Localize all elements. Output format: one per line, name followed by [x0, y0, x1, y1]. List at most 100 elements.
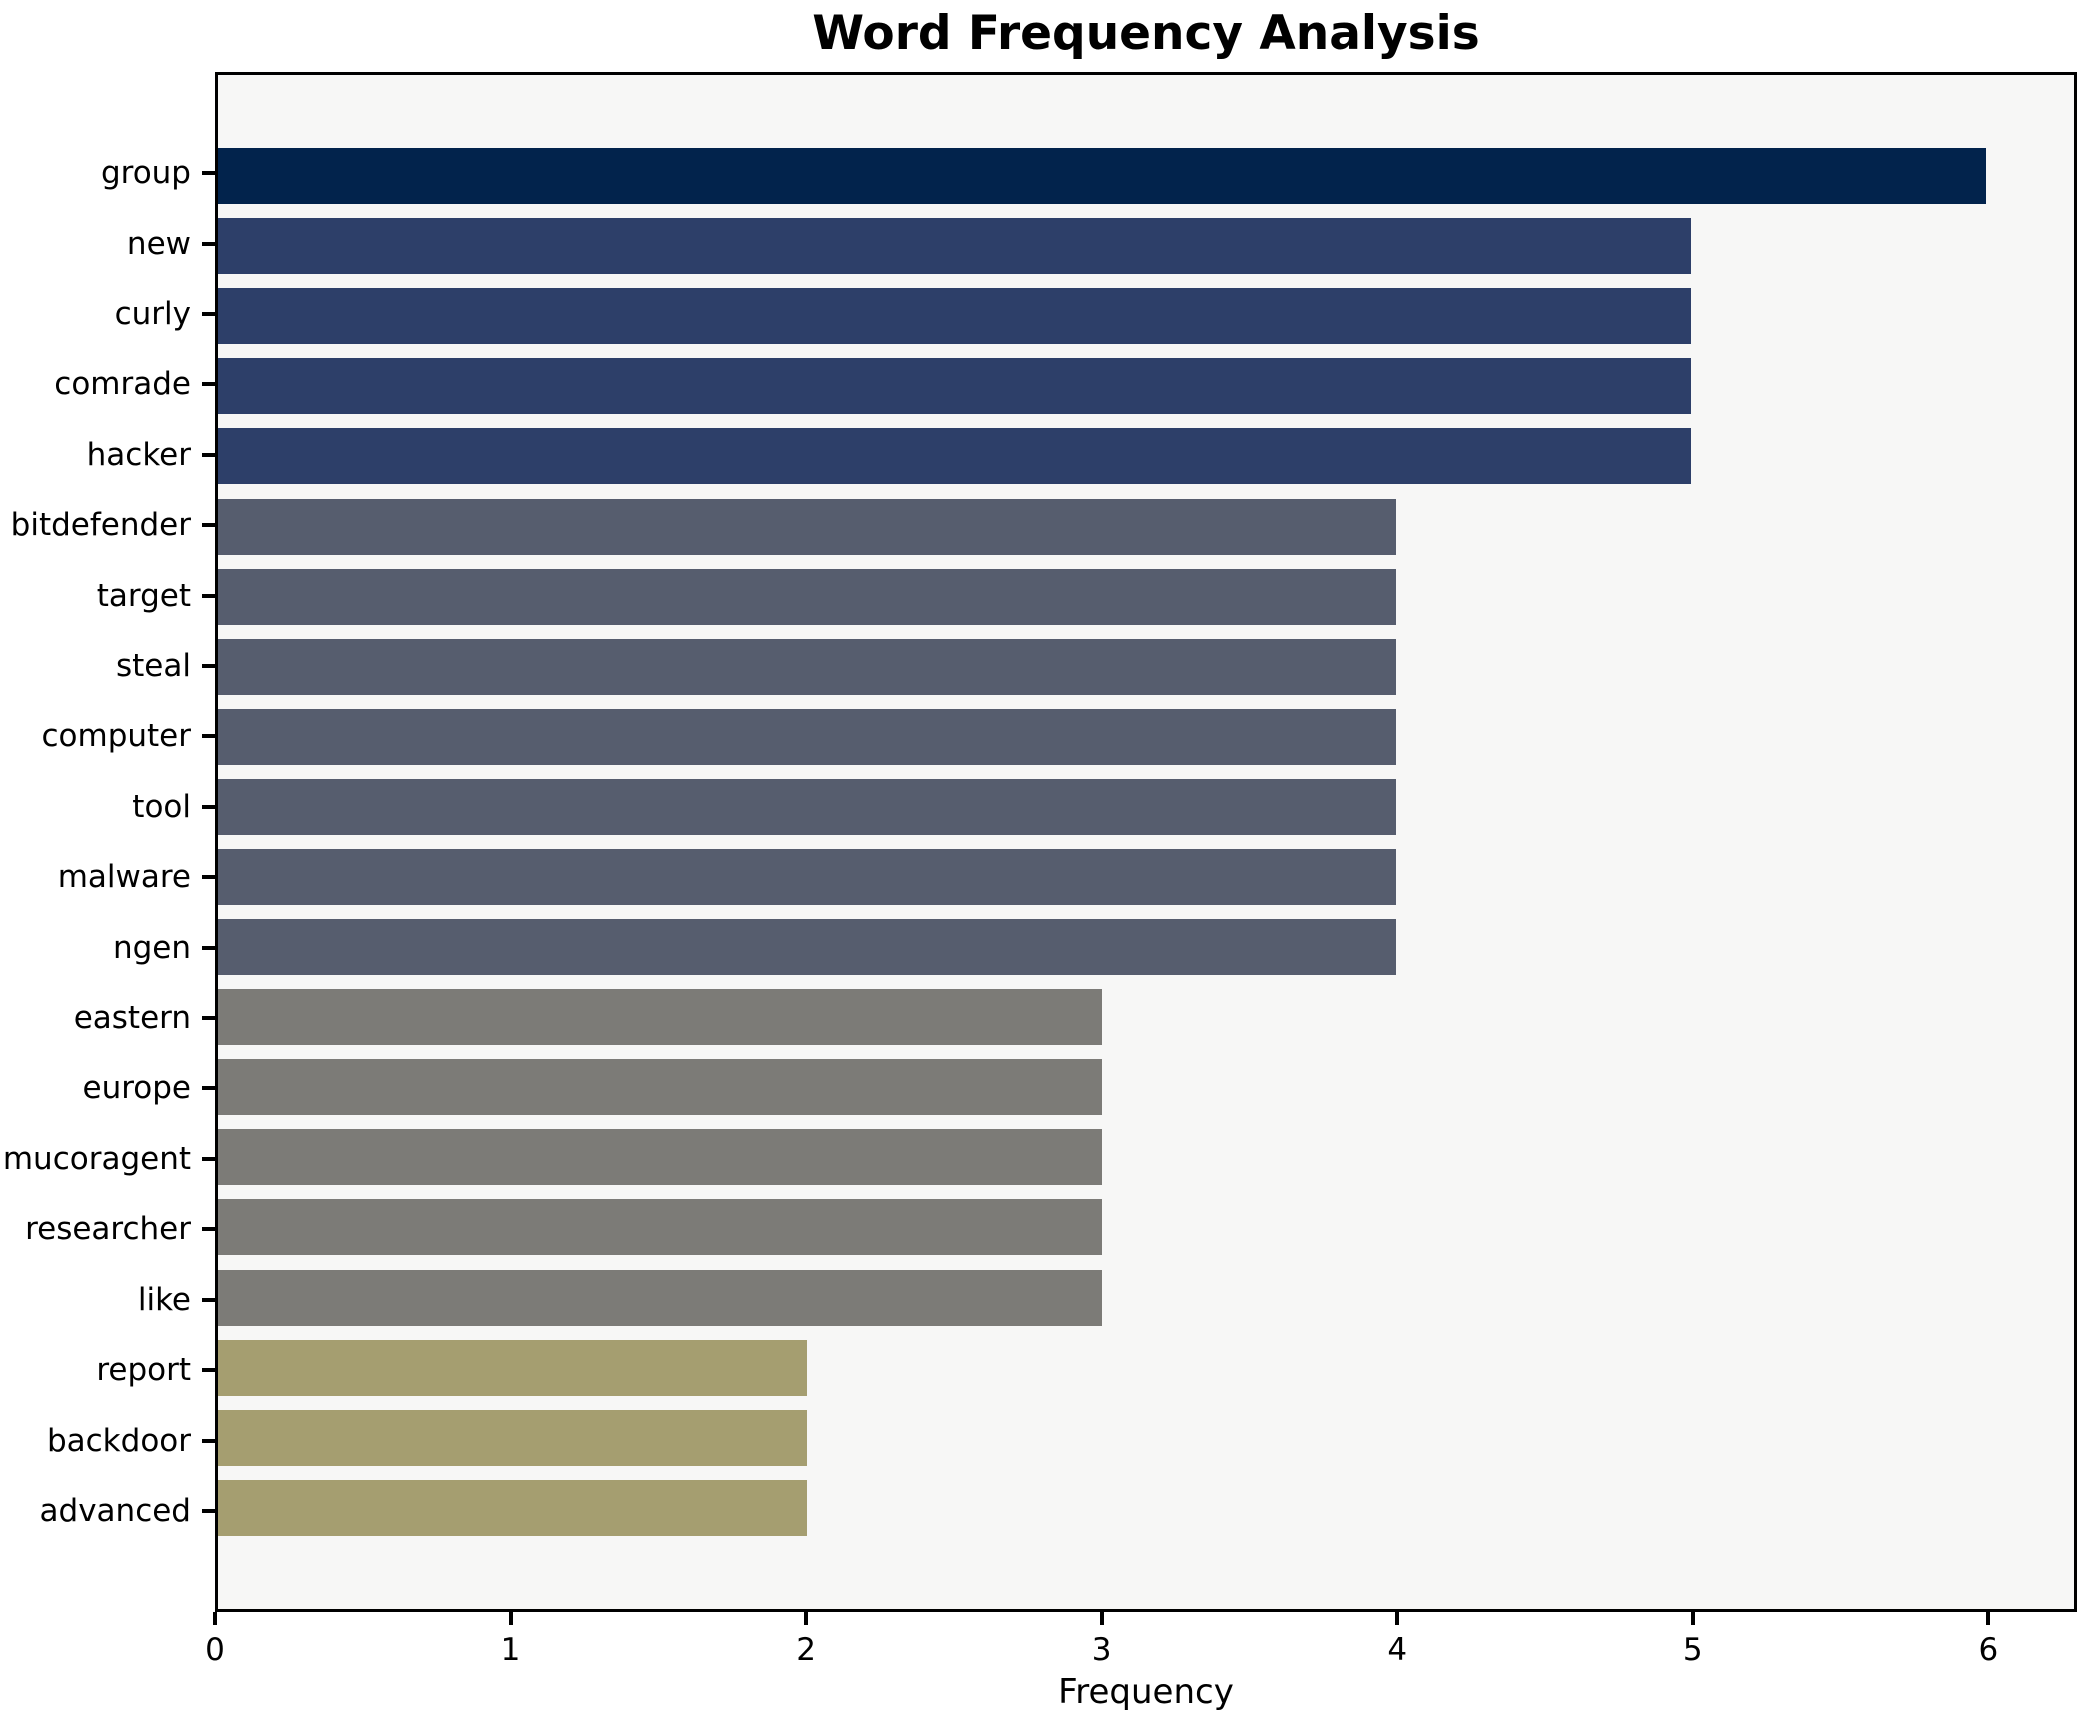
- x-tick-label: 6: [1978, 1632, 1999, 1668]
- y-row-curly: curly: [0, 279, 215, 349]
- y-tick-label-ngen: ngen: [112, 929, 191, 966]
- chart-title: Word Frequency Analysis: [812, 6, 1480, 61]
- bar-new: [218, 218, 1692, 275]
- y-row-europe: europe: [0, 1053, 215, 1123]
- y-row-mucoragent: mucoragent: [0, 1124, 215, 1194]
- y-tick-mark: [202, 1227, 215, 1232]
- y-row-group: group: [0, 138, 215, 208]
- bar-group: [218, 148, 1986, 205]
- y-tick-label-malware: malware: [57, 859, 191, 896]
- bar-curly: [218, 288, 1692, 345]
- x-tick-label: 5: [1682, 1632, 1703, 1668]
- y-tick-mark: [202, 1438, 215, 1443]
- y-tick-mark: [202, 1156, 215, 1161]
- y-row-advanced: advanced: [0, 1476, 215, 1546]
- x-tick-mark: [804, 1612, 809, 1625]
- y-row-researcher: researcher: [0, 1194, 215, 1264]
- x-tick-mark: [508, 1612, 513, 1625]
- plot-area: [215, 72, 2077, 1612]
- y-row-target: target: [0, 560, 215, 630]
- y-tick-label-report: report: [96, 1352, 191, 1389]
- bar-row-malware: [218, 842, 2074, 912]
- y-tick-mark: [202, 593, 215, 598]
- y-tick-mark: [202, 664, 215, 669]
- x-axis: 0 1 2 3 4 5 6: [205, 1612, 2077, 1692]
- y-row-malware: malware: [0, 842, 215, 912]
- bar-tool: [218, 778, 1397, 835]
- y-tick-label-like: like: [137, 1281, 191, 1318]
- y-row-computer: computer: [0, 701, 215, 771]
- bar-target: [218, 568, 1397, 625]
- y-tick-label-steal: steal: [116, 648, 191, 685]
- y-row-ngen: ngen: [0, 912, 215, 982]
- bar-bitdefender: [218, 498, 1397, 555]
- bar-row-comrade: [218, 351, 2074, 421]
- y-row-report: report: [0, 1335, 215, 1405]
- y-row-like: like: [0, 1265, 215, 1335]
- bar-row-like: [218, 1263, 2074, 1333]
- bar-ngen: [218, 919, 1397, 976]
- bar-row-group: [218, 141, 2074, 211]
- bar-row-tool: [218, 772, 2074, 842]
- y-row-hacker: hacker: [0, 420, 215, 490]
- bar-row-ngen: [218, 912, 2074, 982]
- bar-researcher: [218, 1199, 1102, 1256]
- y-tick-label-target: target: [96, 577, 191, 614]
- y-tick-mark: [202, 241, 215, 246]
- x-tick-label: 2: [796, 1632, 816, 1668]
- y-tick-mark: [202, 382, 215, 387]
- bar-computer: [218, 708, 1397, 765]
- bar-comrade: [218, 358, 1692, 415]
- x-tick-label: 0: [205, 1632, 225, 1668]
- y-tick-mark: [202, 1368, 215, 1373]
- bar-mucoragent: [218, 1129, 1102, 1186]
- bar-row-backdoor: [218, 1403, 2074, 1473]
- y-tick-label-europe: europe: [82, 1070, 192, 1107]
- x-tick-mark: [213, 1612, 217, 1625]
- x-tick-mark: [1395, 1612, 1400, 1625]
- y-tick-mark: [202, 804, 215, 809]
- bar-row-computer: [218, 702, 2074, 772]
- bar-row-advanced: [218, 1473, 2074, 1543]
- x-tick-label: 1: [500, 1632, 521, 1668]
- bar-row-europe: [218, 1052, 2074, 1122]
- y-tick-label-new: new: [126, 225, 191, 262]
- bar-row-target: [218, 562, 2074, 632]
- y-row-eastern: eastern: [0, 983, 215, 1053]
- y-tick-label-curly: curly: [114, 296, 191, 333]
- y-tick-label-hacker: hacker: [86, 436, 191, 473]
- bar-report: [218, 1339, 808, 1396]
- bar-row-report: [218, 1333, 2074, 1403]
- y-tick-mark: [202, 734, 215, 739]
- bar-row-researcher: [218, 1192, 2074, 1262]
- bar-backdoor: [218, 1409, 808, 1466]
- x-tick-mark: [1099, 1612, 1104, 1625]
- y-row-new: new: [0, 208, 215, 278]
- y-axis-labels: group new curly comrade hacker bitdefender tar…: [0, 72, 215, 1612]
- y-tick-label-computer: computer: [41, 718, 191, 755]
- y-tick-mark: [202, 171, 215, 176]
- bar-row-steal: [218, 632, 2074, 702]
- y-tick-mark: [202, 945, 215, 950]
- y-tick-mark: [202, 1508, 215, 1513]
- bar-steal: [218, 638, 1397, 695]
- bars-container: [218, 75, 2074, 1609]
- y-tick-label-backdoor: backdoor: [46, 1422, 191, 1459]
- bar-malware: [218, 848, 1397, 905]
- y-row-comrade: comrade: [0, 349, 215, 419]
- y-tick-mark: [202, 875, 215, 880]
- bar-row-mucoragent: [218, 1122, 2074, 1192]
- y-row-backdoor: backdoor: [0, 1405, 215, 1475]
- y-tick-label-bitdefender: bitdefender: [10, 507, 191, 544]
- y-tick-mark: [202, 452, 215, 457]
- x-tick-mark: [1690, 1612, 1695, 1625]
- y-tick-label-advanced: advanced: [39, 1492, 191, 1529]
- x-axis-title: Frequency: [1058, 1672, 1234, 1712]
- bar-hacker: [218, 428, 1692, 485]
- bar-row-curly: [218, 281, 2074, 351]
- y-tick-mark: [202, 1297, 215, 1302]
- y-tick-label-tool: tool: [132, 788, 191, 825]
- y-row-bitdefender: bitdefender: [0, 490, 215, 560]
- y-tick-label-group: group: [100, 155, 191, 192]
